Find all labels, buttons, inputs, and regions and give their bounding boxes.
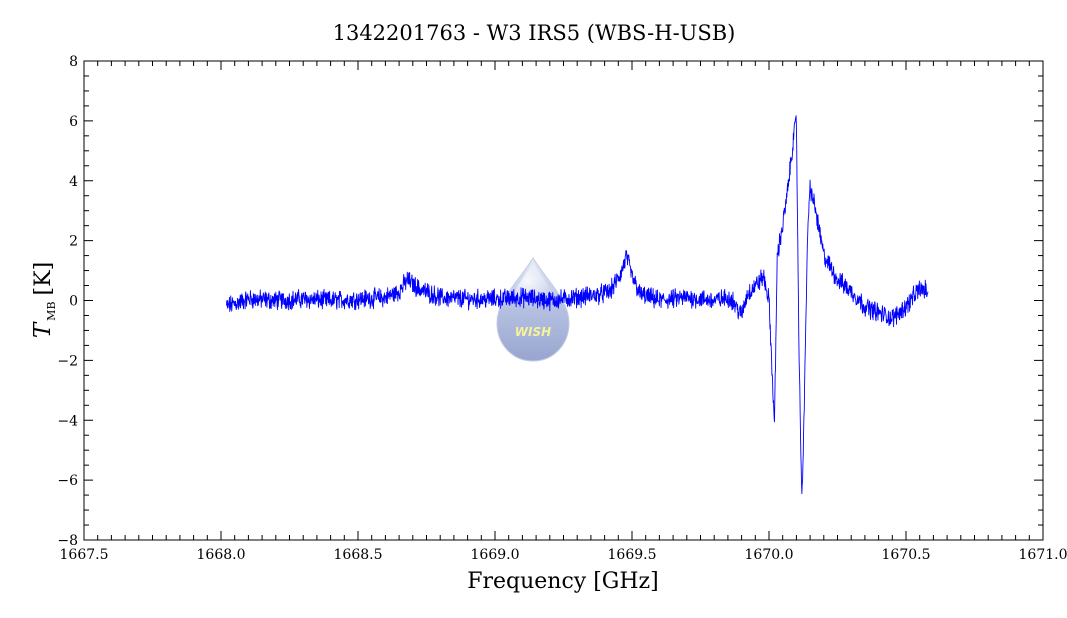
ticks-layer: 1667.5 1668.0 1668.5 1669.0 1669.5 1670.0 1670…	[57, 54, 1067, 563]
x-tick-label: 1669.5	[608, 547, 657, 563]
y-tick-label: −8	[57, 533, 78, 549]
y-tick-label: −2	[57, 353, 78, 369]
x-tick-label: 1669.0	[471, 547, 520, 563]
x-axis-label: Frequency [GHz]	[467, 569, 659, 594]
y-tick-label: −4	[57, 413, 78, 429]
y-tick-label: 2	[69, 234, 78, 250]
wish-watermark: WISH	[496, 257, 570, 362]
y-axis-label: TMB [K]	[30, 262, 58, 338]
watermark-text: WISH	[515, 325, 551, 339]
y-tick-label: 0	[69, 294, 78, 310]
x-tick-label: 1670.5	[882, 547, 931, 563]
x-tick-label: 1670.0	[745, 547, 794, 563]
spectrum-line-0	[226, 115, 929, 494]
x-tick-label: 1667.5	[60, 547, 109, 563]
y-axis-symbol: T	[30, 321, 56, 338]
y-axis-unit: [K]	[31, 262, 56, 296]
y-tick-label: 8	[69, 54, 78, 70]
y-tick-label: 6	[69, 114, 78, 130]
y-tick-label: 4	[69, 174, 78, 190]
x-tick-label: 1671.0	[1019, 547, 1067, 563]
y-axis-subscript: MB	[45, 301, 58, 320]
chart-title: 1342201763 - W3 IRS5 (WBS-H-USB)	[333, 21, 736, 45]
y-tick-label: −6	[57, 473, 78, 489]
series-layer	[226, 115, 929, 494]
x-tick-label: 1668.0	[197, 547, 246, 563]
x-tick-label: 1668.5	[334, 547, 383, 563]
